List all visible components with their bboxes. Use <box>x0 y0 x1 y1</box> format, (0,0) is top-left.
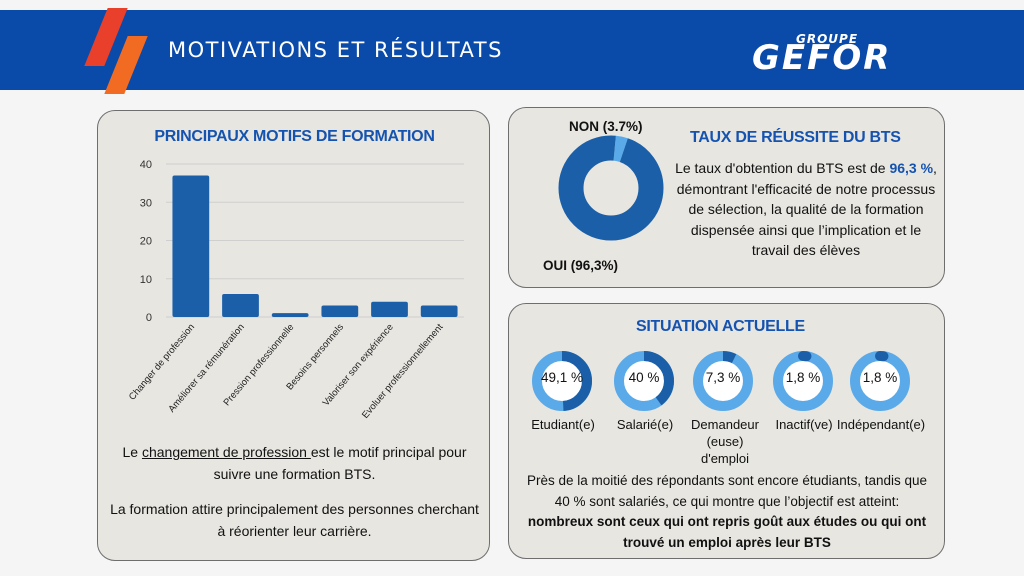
chart-ytick-label: 40 <box>140 159 152 171</box>
situation-value: 49,1 % <box>540 370 584 385</box>
situation-ring <box>850 351 910 411</box>
donut-label-oui: OUI (96,3%) <box>543 258 619 273</box>
situation-ring-fill <box>693 351 753 411</box>
chart-bar <box>172 175 210 317</box>
motifs-text-1-link: changement de profession <box>141 444 311 460</box>
situation-value: 40 % <box>628 370 660 385</box>
chart-ytick-label: 0 <box>146 312 152 324</box>
situation-ring-fill <box>614 351 674 411</box>
situation-text: Près de la moitié des répondants sont en… <box>527 471 927 553</box>
situation-ring <box>773 351 833 411</box>
gefor-logo: GROUPE GEFOR <box>752 32 962 78</box>
situation-ring <box>532 351 592 411</box>
situation-panel: SITUATION ACTUELLE 49,1 % Etudiant(e) 40 %… <box>508 303 945 559</box>
situation-value: 7,3 % <box>705 370 741 385</box>
situation-label: Inactif(ve) <box>775 417 833 432</box>
page-title: MOTIVATIONS ET RÉSULTATS <box>168 38 503 62</box>
motifs-text-1-before: Le <box>122 444 142 460</box>
reussite-text-after: , démontrant l'efficacité de notre proce… <box>676 160 937 258</box>
logo-top-text: GROUPE <box>796 32 859 46</box>
situation-label: Etudiant(e) <box>531 417 595 432</box>
reussite-donut-chart <box>558 135 664 241</box>
situation-ring <box>693 351 753 411</box>
reussite-text: Le taux d'obtention du BTS est de 96,3 %… <box>674 158 938 261</box>
logo-main-text: GEFOR <box>752 38 892 78</box>
situation-ring <box>614 351 674 411</box>
chart-bar <box>371 301 408 317</box>
chart-ytick-label: 20 <box>140 236 152 248</box>
situation-value: 1,8 % <box>785 370 821 385</box>
chart-bar <box>222 294 259 317</box>
motifs-text-1-after: est le motif principal pour suivre une f… <box>213 444 467 482</box>
reussite-text-before: Le taux d'obtention du BTS est de <box>675 160 890 176</box>
situation-label: Salarié(e) <box>616 417 674 432</box>
chart-bar <box>321 305 359 317</box>
donut-label-non: NON (3.7%) <box>569 119 643 134</box>
situation-text-bold: nombreux sont ceux qui ont repris goût a… <box>527 514 927 550</box>
reussite-panel: NON (3.7%) OUI (96,3%) TAUX DE RÉUSSITE … <box>508 107 945 288</box>
reussite-heading: TAUX DE RÉUSSITE DU BTS <box>690 129 901 146</box>
motifs-panel: PRINCIPAUX MOTIFS DE FORMATION 0 10 20 30 40… <box>97 110 490 561</box>
motifs-text-2: La formation attire principalement des p… <box>110 501 479 539</box>
situation-ring-fill <box>850 351 910 411</box>
situation-text-normal: Près de la moitié des répondants sont en… <box>527 473 928 509</box>
donut-slice-oui <box>558 135 664 241</box>
situation-ring-fill <box>773 351 833 411</box>
chart-ytick-label: 30 <box>140 197 152 209</box>
chart-xtick-label: Evoluer professionnellement <box>360 322 446 421</box>
reussite-text-highlight: 96,3 % <box>889 160 934 176</box>
situation-label: Demandeur (euse) d'emploi <box>691 417 759 466</box>
situation-ring-fill <box>532 351 592 411</box>
header-bar: MOTIVATIONS ET RÉSULTATS GROUPE GEFOR <box>0 10 1024 90</box>
chart-bar <box>420 305 458 317</box>
chart-ytick-label: 10 <box>140 274 152 286</box>
situation-label: Indépendant(e) <box>836 417 926 432</box>
situation-heading: SITUATION ACTUELLE <box>636 318 805 335</box>
motifs-heading: PRINCIPAUX MOTIFS DE FORMATION <box>154 128 435 145</box>
situation-value: 1,8 % <box>862 370 898 385</box>
motifs-text-1: Le changement de profession est le motif… <box>108 441 481 485</box>
chart-bar <box>271 313 309 317</box>
